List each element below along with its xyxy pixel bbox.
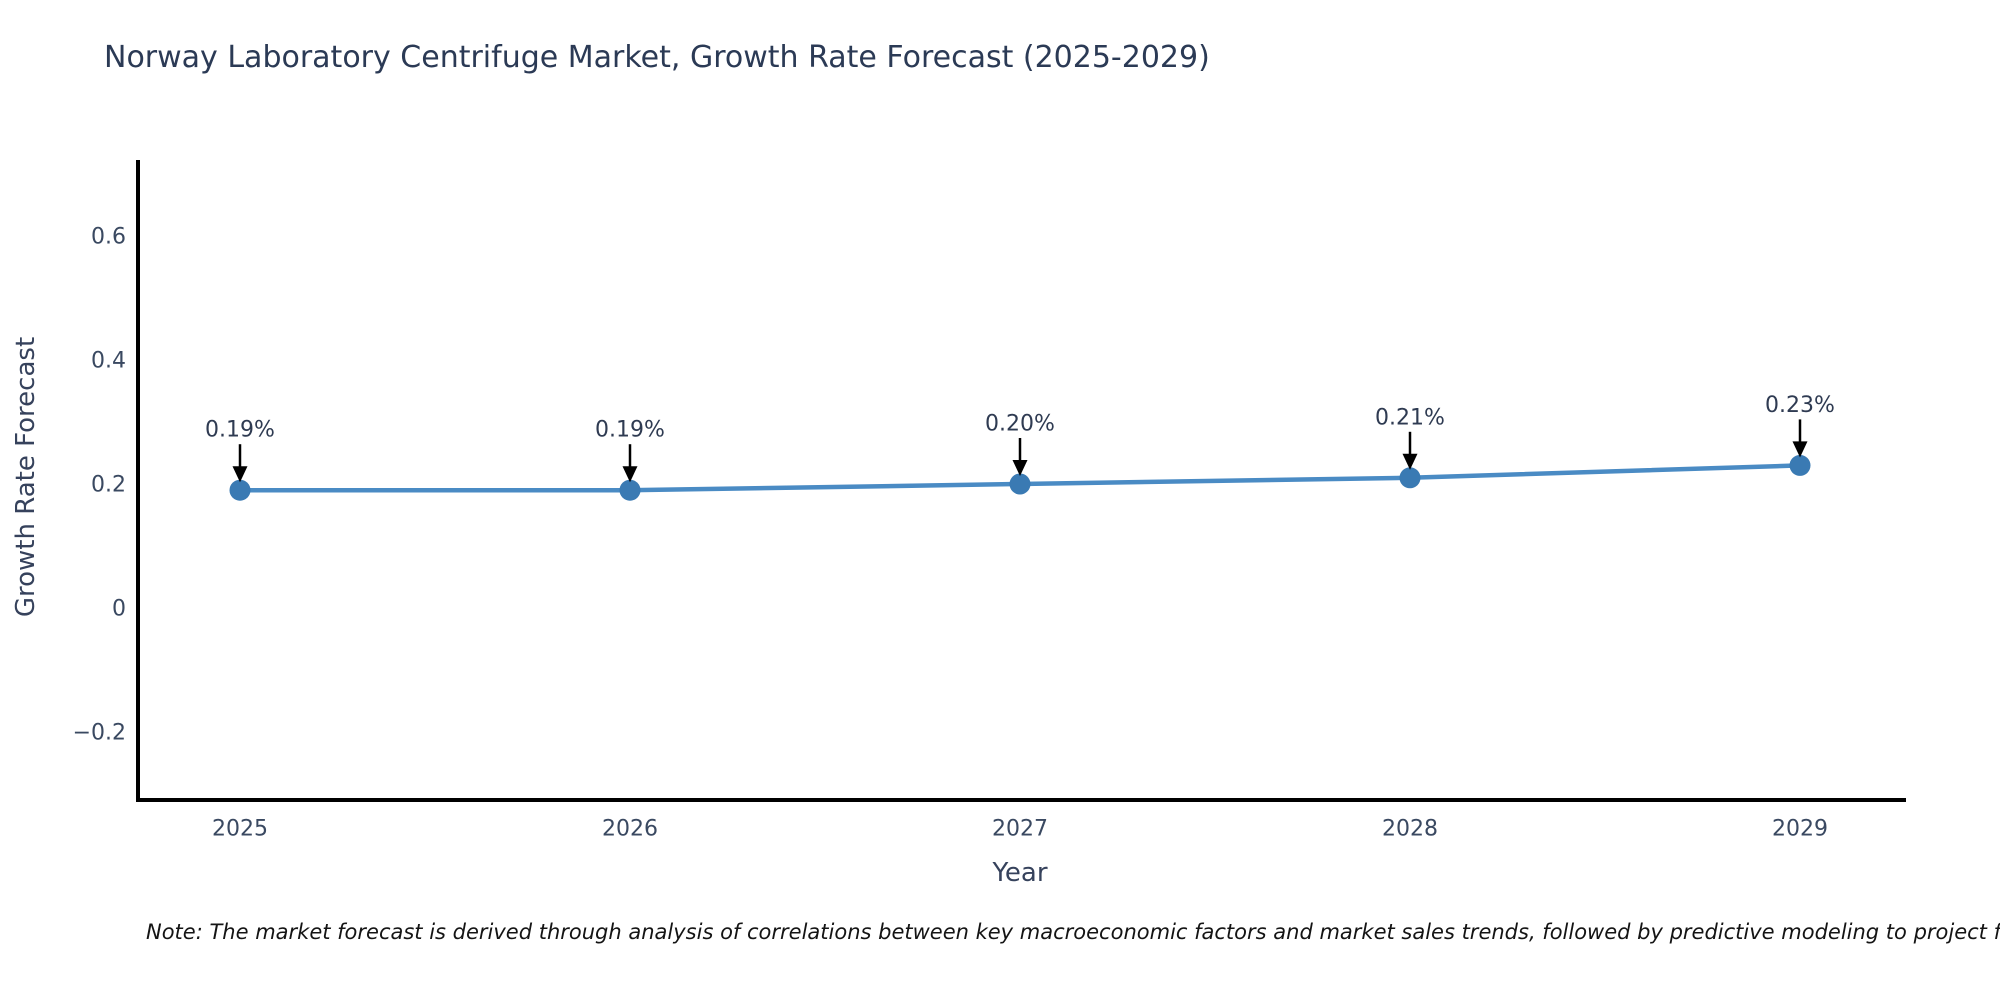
annotation-label: 0.19% xyxy=(595,418,665,443)
data-point xyxy=(619,479,641,501)
x-tick-label: 2026 xyxy=(602,817,658,842)
annotation-arrowhead xyxy=(1402,453,1418,470)
data-point xyxy=(229,479,251,501)
y-tick-label: 0.4 xyxy=(91,349,126,374)
x-tick-label: 2027 xyxy=(992,817,1048,842)
annotation-label: 0.19% xyxy=(205,418,275,443)
data-point xyxy=(1009,473,1031,495)
y-tick-label: −0.2 xyxy=(73,721,126,746)
annotation-arrowhead xyxy=(622,466,638,483)
plot-area: −0.2 0 0.2 0.4 0.6 2025 2026 2027 2028 2029 0.19% 0… xyxy=(73,225,1835,842)
data-point xyxy=(1399,467,1421,489)
x-tick-label: 2025 xyxy=(212,817,268,842)
y-tick-label: 0.6 xyxy=(91,225,126,250)
chart-title: Norway Laboratory Centrifuge Market, Gro… xyxy=(104,40,1210,75)
x-tick-label: 2028 xyxy=(1382,817,1438,842)
data-point xyxy=(1789,454,1811,476)
x-tick-label: 2029 xyxy=(1772,817,1828,842)
footnote: Note: The market forecast is derived thr… xyxy=(146,920,2000,944)
annotation-arrowhead xyxy=(1792,441,1808,458)
annotation-label: 0.21% xyxy=(1375,405,1445,430)
x-axis-title: Year xyxy=(992,858,1048,888)
y-tick-label: 0 xyxy=(112,597,126,622)
y-tick-label: 0.2 xyxy=(91,473,126,498)
annotation-arrowhead xyxy=(1012,460,1028,476)
annotation-label: 0.23% xyxy=(1765,393,1835,418)
annotation-arrowhead xyxy=(232,466,248,483)
annotation-label: 0.20% xyxy=(985,412,1055,437)
